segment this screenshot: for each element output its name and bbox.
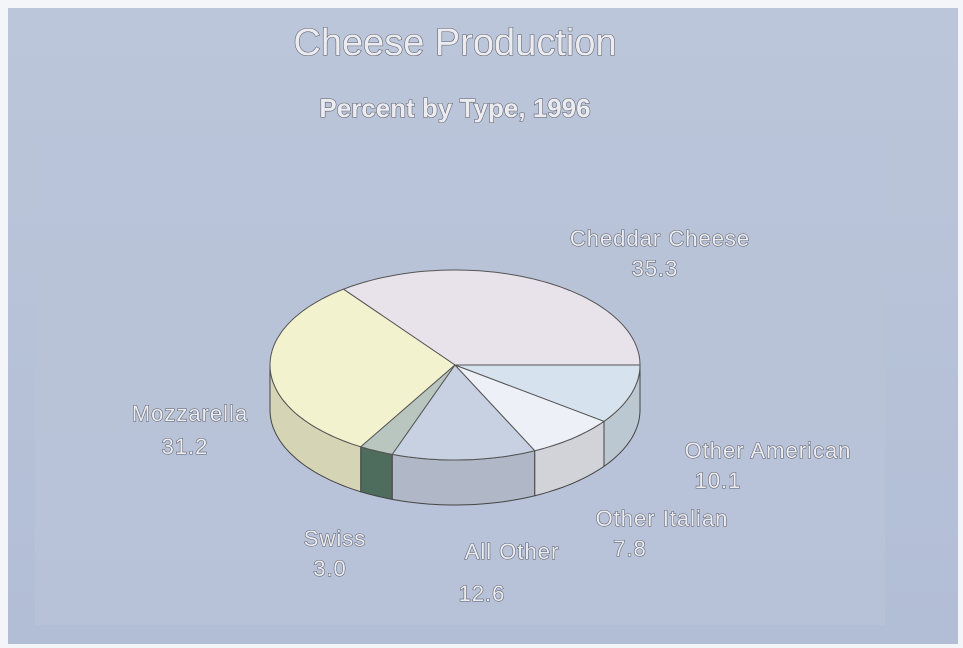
slice-label: Swiss [304,526,366,551]
value-label: 3.0 [313,556,347,581]
slice-side [360,446,393,501]
value-label: 7.8 [613,536,647,561]
value-label: 12.6 [459,581,506,606]
slice [454,364,606,452]
slice-label: Cheddar Cheese [570,226,750,251]
slice-label: Mozzarella [132,401,248,426]
value-label: 31.2 [162,434,209,459]
slice-label: Other Italian [596,506,729,531]
slice [269,288,456,448]
slice [391,364,536,461]
chart-subtitle: Percent by Type, 1996 [319,93,590,123]
value-label: 35.3 [632,256,679,281]
slice-label: All Other [465,539,560,564]
slice [342,269,641,366]
value-label: 10.1 [695,468,742,493]
slice [359,364,456,455]
chart-title: Cheese Production [293,22,616,64]
slice [454,364,641,422]
slice-label: Other American [685,438,852,463]
